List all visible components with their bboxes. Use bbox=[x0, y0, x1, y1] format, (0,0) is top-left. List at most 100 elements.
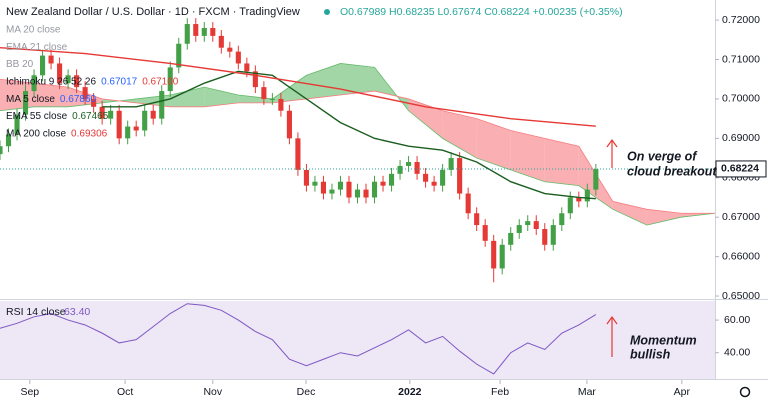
x-tick-label: Oct bbox=[117, 386, 133, 398]
candle-body bbox=[516, 225, 522, 233]
y-tick-label: 40.00 bbox=[724, 346, 750, 358]
candle-body bbox=[31, 75, 37, 92]
indicator-line bbox=[0, 47, 596, 127]
legend-name: EMA 55 close bbox=[6, 111, 68, 122]
candle-body bbox=[235, 51, 241, 64]
candle-body bbox=[414, 162, 420, 174]
candle-body bbox=[329, 189, 335, 194]
candle-body bbox=[201, 27, 207, 36]
y-tick-label: 0.67000 bbox=[722, 211, 760, 223]
legend-name: MA 20 close bbox=[6, 25, 61, 36]
cloud-segment bbox=[544, 138, 579, 186]
legend-value: 0.67017 bbox=[101, 77, 138, 88]
candle-body bbox=[465, 193, 471, 214]
candle-body bbox=[508, 232, 514, 245]
candle-body bbox=[423, 173, 429, 182]
y-tick-label: 0.66000 bbox=[722, 250, 760, 262]
candle-body bbox=[550, 225, 556, 245]
y-tick-label: 0.70000 bbox=[722, 93, 760, 105]
x-tick-label: Mar bbox=[578, 386, 597, 398]
candle-body bbox=[482, 225, 488, 241]
legend-value: 0.67100 bbox=[142, 77, 179, 88]
candle-body bbox=[14, 114, 20, 135]
candle-body bbox=[99, 106, 105, 119]
rsi-title: RSI 14 close bbox=[6, 306, 66, 318]
candle-body bbox=[142, 110, 148, 131]
candle-body bbox=[491, 240, 497, 269]
legend-name: MA 5 close bbox=[6, 94, 55, 105]
rsi-value: 63.40 bbox=[64, 306, 90, 318]
candle-body bbox=[74, 75, 80, 88]
legend-name: BB 20 bbox=[6, 59, 34, 70]
status-dot bbox=[324, 9, 330, 15]
annotation: Momentum bbox=[630, 333, 697, 347]
candle-body bbox=[252, 71, 258, 88]
indicator-line bbox=[102, 70, 596, 200]
legend-value: 0.67465 bbox=[72, 111, 109, 122]
annotation: On verge of bbox=[627, 149, 698, 163]
candle-body bbox=[65, 75, 71, 84]
cloud-segment bbox=[340, 63, 375, 95]
x-tick-label: Dec bbox=[297, 386, 316, 398]
candle-body bbox=[150, 110, 156, 119]
x-tick-label: Nov bbox=[203, 386, 222, 398]
candle-body bbox=[584, 189, 590, 202]
candle-body bbox=[91, 98, 97, 107]
candle-body bbox=[371, 181, 378, 198]
annotation: cloud breakout bbox=[627, 164, 717, 178]
arrow-head bbox=[606, 138, 618, 148]
x-tick-label: Feb bbox=[491, 386, 509, 398]
y-tick-label: 0.69000 bbox=[722, 132, 760, 144]
candle-body bbox=[108, 110, 114, 119]
candle-body bbox=[167, 67, 173, 92]
candle-body bbox=[210, 27, 216, 36]
candle-body bbox=[159, 91, 165, 119]
candle-body bbox=[525, 221, 531, 226]
candle-body bbox=[278, 98, 284, 111]
candle-body bbox=[593, 169, 599, 190]
candle-body bbox=[116, 110, 122, 139]
y-tick-label: 0.71000 bbox=[722, 53, 760, 65]
candle-body bbox=[380, 181, 386, 186]
candle-body bbox=[133, 126, 139, 131]
candle-body bbox=[397, 165, 403, 174]
candle-body bbox=[184, 24, 190, 44]
legend-value: 0.67860 bbox=[60, 94, 97, 105]
cloud-segment bbox=[442, 110, 477, 159]
legend-value: 0.69306 bbox=[71, 128, 108, 139]
candle-body bbox=[363, 189, 369, 198]
candle-body bbox=[40, 55, 46, 76]
candle-body bbox=[474, 213, 480, 226]
candle-body bbox=[244, 63, 250, 72]
candle-body bbox=[337, 181, 344, 190]
candle-body bbox=[218, 35, 224, 48]
candle-body bbox=[576, 197, 582, 202]
rsi-line bbox=[0, 303, 597, 375]
cloud-segment bbox=[612, 201, 647, 226]
candle-body bbox=[227, 47, 233, 52]
candle-body bbox=[354, 189, 361, 198]
candle-body bbox=[57, 63, 63, 84]
annotation: bullish bbox=[630, 347, 671, 361]
candle-body bbox=[5, 134, 12, 147]
x-tick-label: Sep bbox=[20, 386, 39, 398]
cloud-segment bbox=[408, 98, 443, 139]
candle-body bbox=[448, 158, 454, 170]
candle-body bbox=[440, 169, 446, 186]
quote: O0.67989 H0.68235 L0.67674 C0.68224 +0.0… bbox=[340, 6, 623, 18]
settings-icon[interactable] bbox=[739, 386, 751, 398]
candle-body bbox=[82, 87, 88, 99]
candle-body bbox=[22, 91, 29, 115]
candle-body bbox=[176, 43, 182, 68]
candle-body bbox=[303, 169, 309, 186]
candle-body bbox=[125, 126, 131, 139]
legend-name: MA 200 close bbox=[6, 128, 66, 139]
candle-body bbox=[559, 213, 565, 226]
candle-body bbox=[542, 229, 548, 245]
chart-title: New Zealand Dollar / U.S. Dollar · 1D · … bbox=[6, 6, 300, 18]
y-tick-label: 60.00 bbox=[724, 314, 750, 326]
candle-body bbox=[431, 181, 437, 186]
x-tick-label: Apr bbox=[674, 386, 691, 398]
cloud-segment bbox=[170, 87, 205, 107]
candle-body bbox=[286, 110, 292, 139]
